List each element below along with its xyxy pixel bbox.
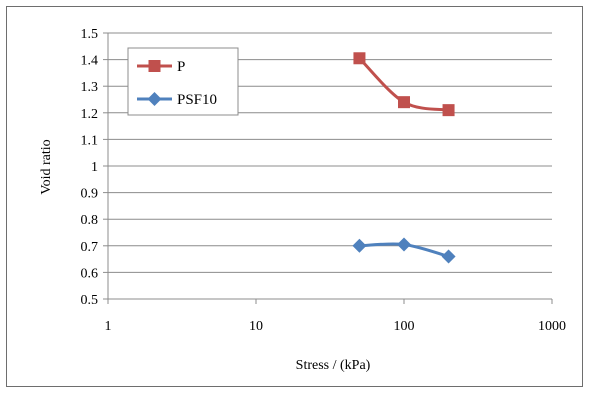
x-axis-label: Stress / (kPa) xyxy=(296,358,371,373)
y-tick-label: 0.6 xyxy=(81,266,99,281)
series-layer xyxy=(352,52,456,264)
legend-marker-psf10 xyxy=(147,92,162,106)
series-p-point xyxy=(353,52,366,65)
legend-label-psf10: PSF10 xyxy=(177,92,217,108)
legend-entry-p: P xyxy=(137,59,185,75)
x-tick-label: 100 xyxy=(394,319,415,334)
y-tick-label: 1.2 xyxy=(81,107,99,122)
series-psf10 xyxy=(352,237,456,264)
y-tick-label: 0.7 xyxy=(81,240,99,255)
legend-marker-p xyxy=(148,60,161,72)
series-psf10-point xyxy=(397,237,411,252)
y-tick-label: 0.8 xyxy=(81,213,99,228)
y-tick-label: 1.4 xyxy=(81,54,99,69)
legend-label-p: P xyxy=(177,59,185,75)
y-tick-label: 1.3 xyxy=(81,80,99,95)
chart-frame xyxy=(6,6,583,387)
y-tick-label: 1 xyxy=(91,160,98,175)
x-tick-label: 1000 xyxy=(538,319,566,334)
axis-layer: 0.5 0.6 0.7 0.8 0.9 1 1.1 1.2 1.3 1.4 1.5 1 10 100 100… xyxy=(81,27,567,334)
series-p-point xyxy=(442,104,455,117)
x-tick-label: 10 xyxy=(249,319,263,334)
y-tick-label: 1.1 xyxy=(81,133,99,148)
y-tick-label: 1.5 xyxy=(81,27,99,42)
y-axis-label: Void ratio xyxy=(39,139,54,194)
legend: P PSF10 xyxy=(127,47,239,116)
series-psf10-point xyxy=(352,238,367,253)
y-tick-label: 0.5 xyxy=(81,293,99,308)
x-tick-label: 1 xyxy=(105,319,112,334)
series-p xyxy=(353,52,455,117)
y-tick-label: 0.9 xyxy=(81,187,99,202)
series-p-point xyxy=(398,96,410,109)
series-psf10-point xyxy=(441,249,456,264)
legend-entry-psf10: PSF10 xyxy=(137,92,217,108)
legend-box xyxy=(127,47,239,116)
